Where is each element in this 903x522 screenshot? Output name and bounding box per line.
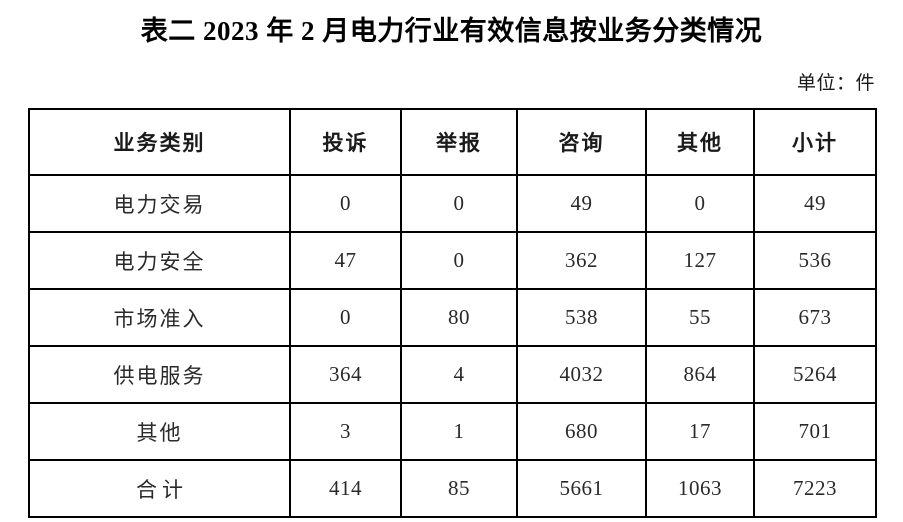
- cell-consult: 4032: [516, 345, 647, 404]
- cell-complaint: 0: [289, 174, 402, 233]
- table-body: 电力交易 0 0 49 0 49 电力安全 47 0 362 127 536 市…: [28, 174, 877, 518]
- cell-other: 1063: [645, 459, 755, 518]
- cell-report: 85: [400, 459, 518, 518]
- cell-category: 电力交易: [28, 174, 291, 233]
- cell-other: 17: [645, 402, 755, 461]
- table-row: 电力安全 47 0 362 127 536: [28, 231, 877, 290]
- table-header: 业务类别 投诉 举报 咨询 其他 小计: [28, 108, 877, 176]
- cell-other: 864: [645, 345, 755, 404]
- table-row-total: 合计 414 85 5661 1063 7223: [28, 459, 877, 518]
- cell-subtotal: 49: [753, 174, 877, 233]
- column-header-subtotal: 小计: [753, 108, 877, 176]
- cell-report: 80: [400, 288, 518, 347]
- cell-report: 0: [400, 174, 518, 233]
- cell-category: 其他: [28, 402, 291, 461]
- cell-complaint: 364: [289, 345, 402, 404]
- cell-consult: 680: [516, 402, 647, 461]
- cell-subtotal: 673: [753, 288, 877, 347]
- cell-consult: 362: [516, 231, 647, 290]
- page-title: 表二 2023 年 2 月电力行业有效信息按业务分类情况: [140, 16, 763, 46]
- cell-consult: 49: [516, 174, 647, 233]
- cell-complaint: 3: [289, 402, 402, 461]
- cell-subtotal: 7223: [753, 459, 877, 518]
- cell-report: 4: [400, 345, 518, 404]
- table-container: 业务类别 投诉 举报 咨询 其他 小计 电力交易 0 0 49 0 49: [28, 108, 877, 518]
- column-header-complaint: 投诉: [289, 108, 402, 176]
- cell-consult: 5661: [516, 459, 647, 518]
- cell-other: 127: [645, 231, 755, 290]
- table-row: 供电服务 364 4 4032 864 5264: [28, 345, 877, 404]
- cell-category: 市场准入: [28, 288, 291, 347]
- header-row: 业务类别 投诉 举报 咨询 其他 小计: [28, 108, 877, 176]
- cell-complaint: 414: [289, 459, 402, 518]
- cell-report: 0: [400, 231, 518, 290]
- business-classification-table: 业务类别 投诉 举报 咨询 其他 小计 电力交易 0 0 49 0 49: [28, 108, 877, 518]
- column-header-consult: 咨询: [516, 108, 647, 176]
- cell-complaint: 47: [289, 231, 402, 290]
- table-row: 其他 3 1 680 17 701: [28, 402, 877, 461]
- cell-category: 合计: [28, 459, 291, 518]
- cell-report: 1: [400, 402, 518, 461]
- cell-subtotal: 536: [753, 231, 877, 290]
- cell-other: 55: [645, 288, 755, 347]
- cell-category: 电力安全: [28, 231, 291, 290]
- cell-subtotal: 5264: [753, 345, 877, 404]
- cell-consult: 538: [516, 288, 647, 347]
- cell-category: 供电服务: [28, 345, 291, 404]
- cell-subtotal: 701: [753, 402, 877, 461]
- column-header-category: 业务类别: [28, 108, 291, 176]
- table-row: 市场准入 0 80 538 55 673: [28, 288, 877, 347]
- column-header-report: 举报: [400, 108, 518, 176]
- table-row: 电力交易 0 0 49 0 49: [28, 174, 877, 233]
- unit-note: 单位：件: [796, 73, 875, 94]
- cell-other: 0: [645, 174, 755, 233]
- column-header-other: 其他: [645, 108, 755, 176]
- cell-complaint: 0: [289, 288, 402, 347]
